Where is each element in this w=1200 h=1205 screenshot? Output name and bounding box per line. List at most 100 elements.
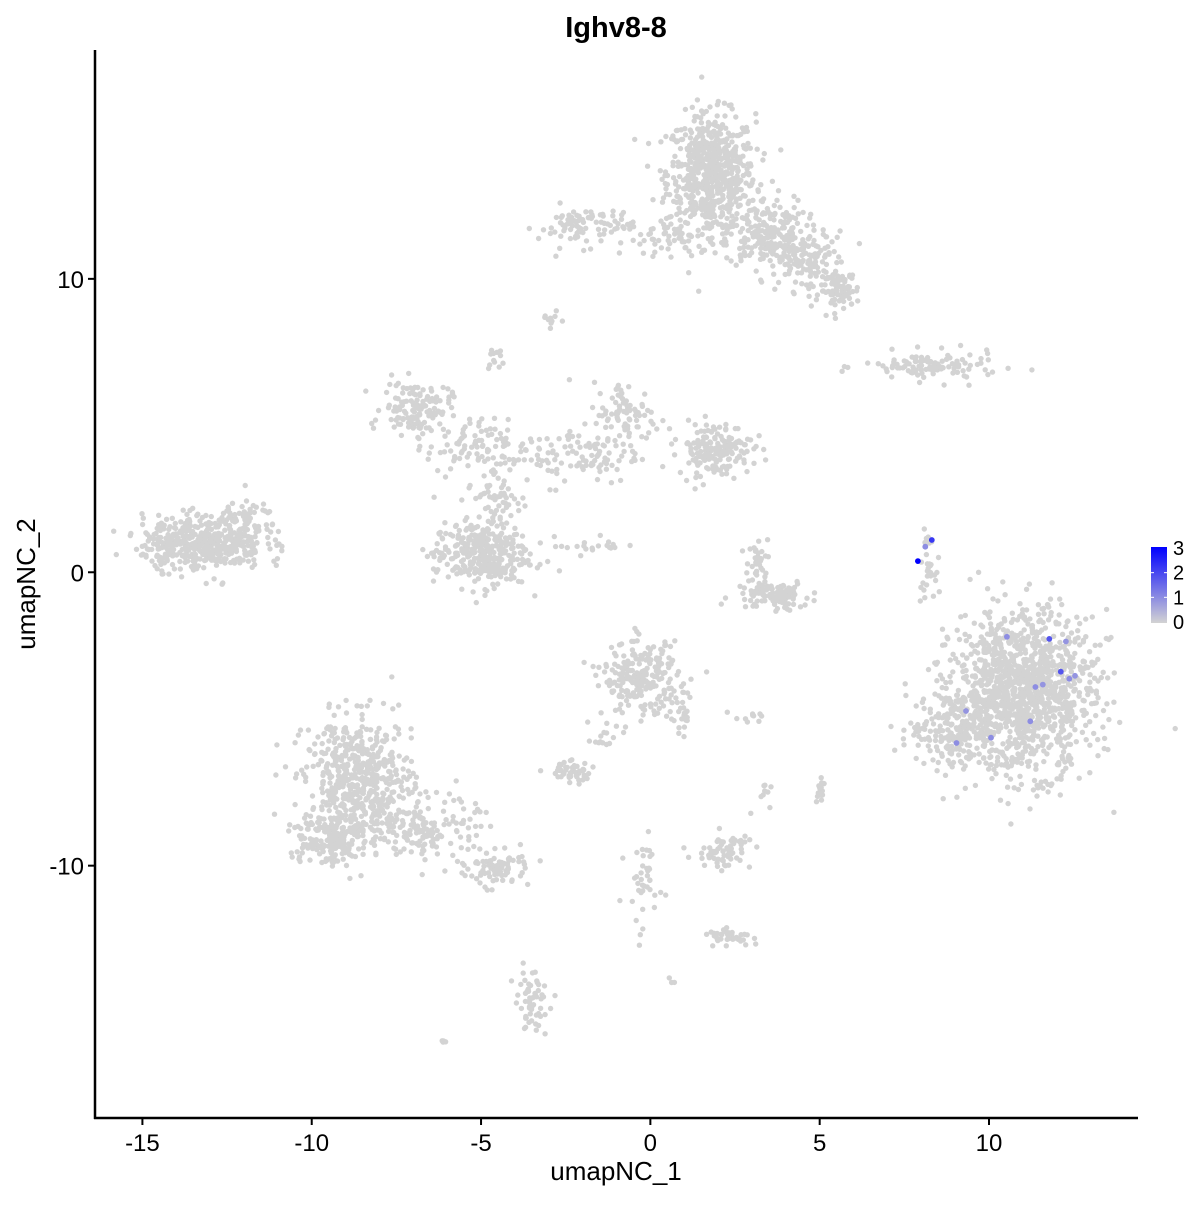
cell-point	[727, 161, 733, 168]
cell-point	[1035, 712, 1041, 718]
cell-point	[705, 163, 711, 169]
cell-point	[957, 728, 963, 734]
cell-point	[747, 546, 753, 552]
cell-point	[1063, 765, 1069, 771]
cell-point	[481, 490, 488, 496]
cell-point	[764, 252, 770, 258]
cell-point	[1023, 734, 1029, 741]
cell-point	[459, 548, 465, 554]
cell-point	[256, 528, 262, 534]
cell-point	[1077, 620, 1083, 627]
cell-point	[431, 410, 437, 416]
cell-point	[156, 522, 162, 528]
cell-point	[222, 527, 228, 533]
cell-point	[557, 245, 563, 251]
cell-point	[940, 365, 946, 371]
cell-point	[941, 700, 947, 706]
cell-point	[708, 130, 714, 136]
cell-point	[729, 139, 735, 145]
cell-point	[722, 595, 729, 601]
cell-point	[942, 642, 948, 648]
cell-point	[297, 727, 304, 733]
cell-point	[703, 108, 709, 115]
cell-point	[626, 406, 633, 412]
cell-point	[635, 424, 641, 430]
cell-point	[578, 216, 584, 223]
cell-point	[629, 458, 635, 465]
cell-point	[749, 207, 755, 213]
cell-point	[1100, 724, 1106, 730]
cell-point	[151, 531, 157, 538]
cell-point	[493, 461, 500, 467]
cell-point	[722, 145, 728, 151]
cell-point	[724, 466, 730, 473]
cell-point	[218, 531, 224, 537]
cell-point	[576, 460, 582, 466]
cell-point	[631, 651, 637, 657]
cell-point	[203, 580, 209, 587]
cell-point	[645, 140, 652, 147]
cell-point	[203, 521, 209, 527]
cell-point	[475, 555, 481, 562]
cell-point	[166, 571, 172, 577]
cell-point	[808, 269, 814, 275]
cell-point	[1007, 734, 1013, 740]
cell-point	[594, 441, 600, 447]
cell-point	[392, 395, 399, 401]
cell-point	[765, 554, 771, 560]
cell-point	[169, 535, 175, 542]
cell-point	[618, 701, 624, 708]
cell-point	[728, 195, 735, 201]
cell-point	[698, 428, 704, 434]
cell-point	[431, 494, 437, 500]
cell-point	[612, 437, 618, 444]
cell-point	[989, 775, 995, 782]
cell-point	[619, 670, 625, 676]
cell-point	[509, 568, 515, 574]
cell-point	[1095, 678, 1101, 684]
cell-point	[643, 686, 649, 692]
cell-point	[764, 537, 771, 543]
cell-point	[1024, 675, 1030, 682]
cell-point	[685, 440, 691, 446]
cell-point	[364, 703, 370, 709]
cell-point	[203, 512, 209, 519]
cell-point	[883, 366, 889, 372]
cell-point	[804, 595, 810, 601]
cell-point	[550, 448, 556, 454]
cell-point	[605, 539, 612, 545]
cell-point	[739, 215, 746, 221]
cell-point	[451, 458, 457, 464]
cell-point	[684, 207, 690, 214]
cell-point	[213, 524, 219, 530]
cell-point	[171, 525, 178, 531]
cell-point	[508, 492, 515, 499]
cell-point	[667, 643, 674, 650]
cell-point	[442, 433, 448, 439]
cell-point	[485, 573, 492, 580]
cell-point	[766, 245, 773, 251]
cell-point	[1009, 653, 1015, 660]
cell-point	[968, 641, 975, 648]
cell-point	[667, 191, 673, 198]
cell-point	[639, 434, 645, 440]
cell-point	[1063, 623, 1069, 630]
cell-point	[1004, 719, 1011, 725]
cell-point	[715, 137, 722, 143]
cell-point	[829, 239, 835, 245]
cell-point	[721, 204, 728, 211]
cell-point	[1000, 579, 1006, 585]
cell-point	[742, 604, 749, 610]
cell-point	[659, 176, 665, 182]
cell-point	[565, 450, 571, 456]
cell-point	[724, 448, 730, 455]
cell-point	[1012, 662, 1018, 668]
cell-point	[636, 661, 642, 667]
cell-point	[650, 253, 656, 260]
cell-point	[489, 543, 496, 549]
cell-point	[168, 546, 174, 553]
cell-point	[1019, 716, 1026, 722]
cell-point	[972, 660, 978, 666]
cell-point	[695, 233, 701, 239]
cell-point	[507, 467, 513, 473]
